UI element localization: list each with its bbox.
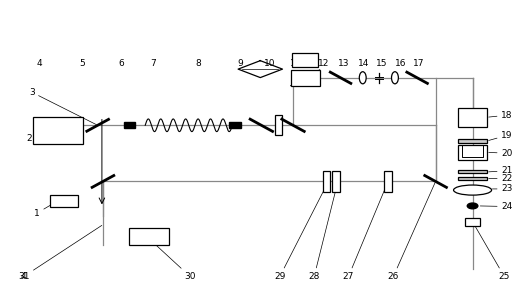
Text: 11: 11	[290, 59, 301, 68]
Bar	[323, 171, 330, 192]
Text: 22: 22	[489, 174, 513, 183]
Text: 16: 16	[394, 59, 406, 68]
Bar	[458, 145, 487, 160]
Text: 17: 17	[413, 59, 425, 68]
Text: 18: 18	[489, 111, 513, 120]
Bar	[458, 177, 487, 180]
Bar	[384, 171, 392, 192]
Bar	[129, 228, 169, 245]
Text: 30: 30	[150, 240, 196, 281]
Text: 12: 12	[318, 59, 329, 68]
Text: 15: 15	[375, 59, 387, 68]
Text: 4: 4	[21, 272, 26, 281]
Bar	[290, 70, 320, 86]
Text: 19: 19	[489, 131, 513, 141]
Bar	[292, 53, 318, 67]
Bar	[50, 195, 78, 207]
Ellipse shape	[392, 72, 399, 84]
Text: 4: 4	[37, 59, 42, 68]
Text: 14: 14	[357, 59, 369, 68]
Bar	[275, 115, 282, 135]
Bar	[124, 122, 135, 128]
Bar	[458, 108, 487, 127]
Circle shape	[467, 203, 478, 209]
Text: 2: 2	[26, 131, 59, 143]
Text: 29: 29	[274, 183, 328, 281]
Text: 10: 10	[263, 59, 275, 68]
Bar	[458, 170, 487, 173]
Bar	[332, 171, 340, 192]
Text: 1: 1	[34, 198, 63, 218]
Text: 21: 21	[489, 166, 513, 175]
Text: 24: 24	[480, 202, 513, 211]
Text: 20: 20	[489, 149, 513, 158]
Text: 8: 8	[195, 59, 201, 68]
Text: 28: 28	[308, 183, 337, 281]
Ellipse shape	[360, 72, 366, 84]
Text: 3: 3	[29, 88, 97, 125]
Ellipse shape	[454, 185, 492, 195]
Text: 13: 13	[338, 59, 350, 68]
Text: 7: 7	[150, 59, 156, 68]
Text: 26: 26	[388, 183, 435, 281]
Text: 5: 5	[79, 59, 84, 68]
Bar	[458, 139, 487, 143]
Text: 6: 6	[119, 59, 124, 68]
Text: 25: 25	[473, 223, 510, 281]
Bar	[465, 218, 480, 226]
Text: 23: 23	[493, 184, 513, 194]
Bar	[33, 117, 83, 144]
Text: 9: 9	[238, 59, 243, 68]
Text: 31: 31	[18, 226, 102, 281]
Text: 27: 27	[343, 183, 388, 281]
Bar	[229, 122, 241, 128]
